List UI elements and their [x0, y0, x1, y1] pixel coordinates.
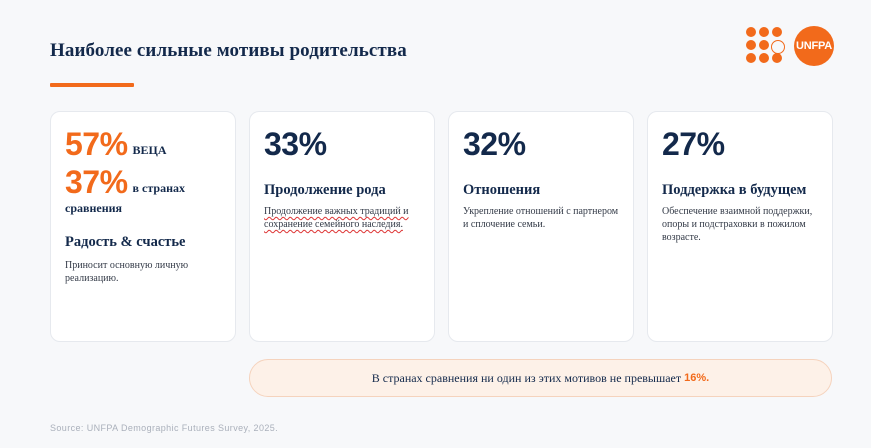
- banner-text: В странах сравнения ни один из этих моти…: [371, 370, 682, 385]
- card-heading: Продолжение рода: [264, 182, 386, 198]
- logo-disc: UNFPA: [794, 26, 834, 66]
- comparison-banner: В странах сравнения ни один из этих моти…: [249, 359, 832, 397]
- card-description: Обеспечение взаимной поддержки, опоры и …: [662, 206, 813, 243]
- stat-secondary-label-line2: сравнения: [65, 201, 123, 215]
- stat-secondary-label: в странах: [132, 181, 185, 195]
- card-future-support: 27% Поддержка в будущем Обеспечение взаи…: [647, 111, 833, 342]
- card-joy: 57% ВЕЦА 37% в странах сравнения Радость…: [50, 111, 236, 342]
- card-lineage: 33% Продолжение рода Продолжение важных …: [249, 111, 435, 342]
- title-underline: [50, 83, 134, 87]
- stat-primary: 57%: [65, 126, 128, 162]
- card-heading: Отношения: [463, 182, 541, 198]
- card-description: Укрепление отношений с партнером и сплоч…: [463, 206, 619, 230]
- un-emblem-icon: [771, 40, 785, 54]
- card-heading: Радость & счастье: [65, 234, 186, 250]
- logo-dots-icon: [746, 27, 786, 67]
- card-stat: 27%: [662, 126, 725, 162]
- card-stat: 33%: [264, 126, 327, 162]
- banner-highlight: 16%.: [684, 372, 710, 384]
- card-stat: 32%: [463, 126, 526, 162]
- card-description: Продолжение важных традиций и сохранение…: [264, 206, 409, 230]
- card-relationships: 32% Отношения Укрепление отношений с пар…: [448, 111, 634, 342]
- page-title: Наиболее сильные мотивы родительства: [50, 40, 407, 61]
- card-description: Приносит основную личную реализацию.: [65, 260, 189, 284]
- card-heading: Поддержка в будущем: [662, 182, 807, 198]
- unfpa-logo: UNFPA: [746, 26, 834, 68]
- source-note: Source: UNFPA Demographic Futures Survey…: [50, 423, 279, 433]
- stat-primary-label: ВЕЦА: [132, 143, 167, 157]
- stat-secondary: 37%: [65, 164, 128, 200]
- logo-text: UNFPA: [795, 40, 833, 52]
